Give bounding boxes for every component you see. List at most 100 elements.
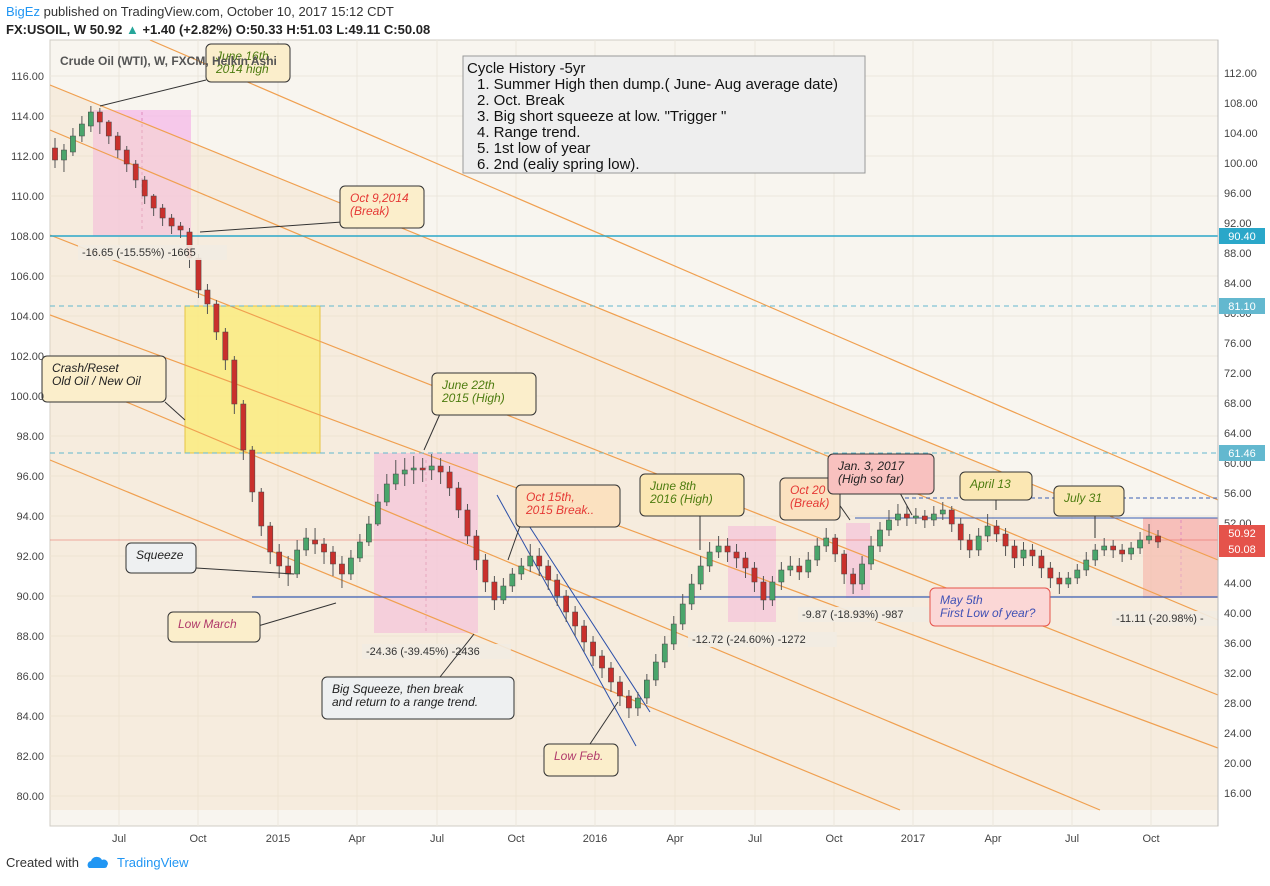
close: C:50.08: [383, 22, 431, 37]
candle-body: [249, 449, 256, 493]
notes-item: 4. Range trend.: [477, 124, 580, 141]
candle-body: [132, 163, 139, 181]
zone-2015-high: [374, 453, 478, 633]
candle-body: [96, 111, 103, 123]
callout-text: Low March: [178, 617, 237, 631]
candle-body: [437, 465, 444, 473]
right-tick-label: 44.00: [1224, 578, 1252, 590]
candle-body: [70, 135, 76, 153]
candle-body: [383, 483, 390, 503]
channel-fill: [50, 85, 1218, 810]
channel-line: [50, 314, 1218, 749]
candle-body: [1083, 559, 1090, 571]
candle-body: [670, 623, 677, 645]
callout-jan3: [827, 453, 935, 495]
tradingview-link[interactable]: TradingView: [116, 855, 189, 870]
callout-pointer: [199, 221, 343, 233]
callout-text: 2015 Break..: [525, 503, 594, 517]
candle-body: [1056, 577, 1063, 585]
notes-title: Cycle History -5yr: [467, 60, 585, 77]
right-tick-label: 28.00: [1224, 698, 1252, 710]
channel-line: [149, 40, 1218, 501]
candle-body: [832, 537, 839, 555]
price-badge: [1219, 445, 1265, 461]
candle-body: [1137, 539, 1143, 549]
candle-body: [572, 611, 578, 627]
time-tick-label: Oct: [825, 833, 842, 845]
notes-item: 1. Summer High then dump.( June- Aug ave…: [477, 76, 838, 93]
candle-body: [617, 681, 623, 697]
candle-body: [608, 667, 614, 683]
candle-body: [240, 403, 247, 451]
time-tick-label: Apr: [348, 833, 365, 845]
right-tick-label: 40.00: [1224, 608, 1252, 620]
measure-label-bg: [798, 607, 934, 622]
symbol: FX:USOIL, W: [6, 22, 87, 37]
candle-body: [357, 541, 363, 559]
last-price: 50.92: [89, 22, 123, 37]
candle-body: [1047, 567, 1054, 579]
callout-text: Old Oil / New Oil: [52, 374, 141, 388]
author-link[interactable]: BigEz: [6, 4, 40, 19]
candle-body: [850, 573, 856, 585]
candle-body: [177, 225, 184, 231]
candle-body: [751, 567, 758, 583]
candle-body: [688, 583, 695, 605]
candle-body: [1029, 549, 1036, 557]
candle-body: [715, 545, 722, 553]
candle-body: [787, 565, 794, 571]
candle-body: [464, 509, 471, 537]
right-tick-label: 88.00: [1224, 248, 1252, 260]
right-tick-label: 56.00: [1224, 488, 1252, 500]
notes-item: 5. 1st low of year: [477, 140, 590, 157]
candle-body: [321, 543, 327, 553]
callout-june22: [431, 372, 537, 416]
up-arrow-icon: ▲: [125, 22, 139, 37]
price-badge-label: 50.92: [1228, 528, 1256, 540]
callout-crash: [41, 355, 167, 403]
channel-line: [50, 369, 1101, 811]
callout-lowfeb: [543, 743, 619, 777]
callout-text: June 22th: [441, 378, 495, 392]
right-tick-label: 104.00: [1224, 128, 1258, 140]
candle-body: [760, 581, 767, 601]
candle-body: [778, 569, 785, 583]
channel-line: [50, 459, 901, 811]
left-tick-label: 90.00: [16, 591, 44, 603]
left-tick-label: 82.00: [16, 751, 44, 763]
left-tick-label: 108.00: [10, 231, 44, 243]
right-tick-label: 112.00: [1224, 68, 1257, 80]
right-axis: 112.00 108.00 104.00 100.00 96.00 92.00 88.00 8…: [1217, 40, 1265, 826]
candle-body: [150, 195, 157, 209]
candle-body: [742, 557, 749, 569]
left-tick-label: 92.00: [16, 551, 44, 563]
callout-text: June 8th: [649, 479, 696, 493]
callout-june16: [205, 43, 291, 83]
change: +1.40 (+2.82%): [142, 22, 233, 37]
left-tick-label: 96.00: [16, 471, 44, 483]
left-tick-label: 110.00: [11, 191, 44, 203]
left-tick-label: 114.00: [11, 111, 44, 123]
measure-label: -11.11 (-20.98%) -: [1116, 613, 1204, 625]
candle-body: [993, 525, 1000, 535]
candle-body: [697, 565, 704, 585]
candle-body: [61, 149, 67, 161]
blue-channel-line: [521, 514, 651, 713]
right-tick-label: 96.00: [1224, 188, 1252, 200]
callout-text: May 5th: [940, 593, 983, 607]
right-tick-label: 92.00: [1224, 218, 1252, 230]
right-tick-label: 84.00: [1224, 278, 1252, 290]
candle-body: [330, 551, 336, 565]
callout-oct9: [339, 185, 425, 229]
time-tick-label: Jul: [112, 833, 126, 845]
candle-body: [984, 525, 991, 537]
measure-label: -16.65 (-15.55%) -1665: [82, 247, 196, 259]
symbol-info: FX:USOIL, W 50.92 ▲ +1.40 (+2.82%) O:50.…: [6, 22, 430, 37]
candle-body: [401, 469, 408, 475]
callout-oct2016: [779, 477, 841, 521]
candle-body: [1101, 545, 1108, 551]
left-tick-label: 102.00: [10, 351, 44, 363]
